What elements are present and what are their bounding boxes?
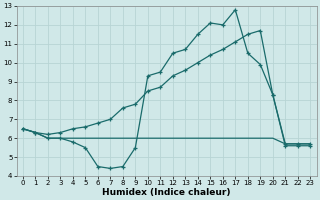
X-axis label: Humidex (Indice chaleur): Humidex (Indice chaleur) (102, 188, 231, 197)
